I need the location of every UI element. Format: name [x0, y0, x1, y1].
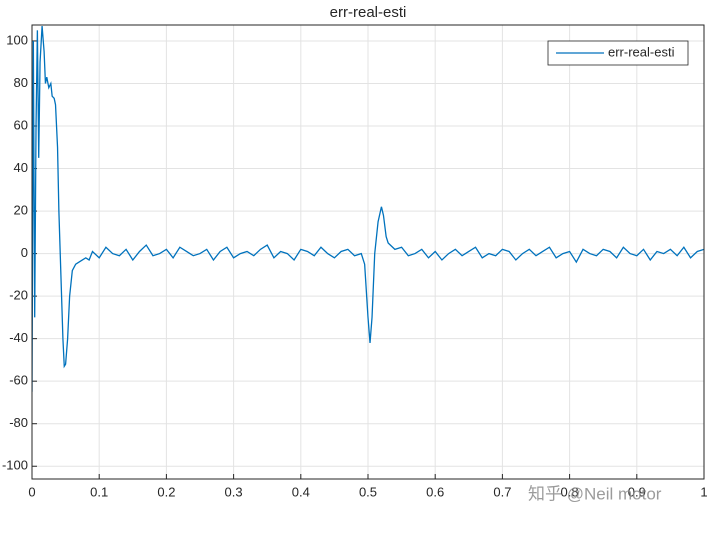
- y-tick-label: 60: [14, 117, 28, 132]
- y-tick-label: 100: [6, 32, 28, 47]
- y-tick-label: -40: [9, 330, 28, 345]
- x-tick-label: 0.2: [157, 484, 175, 499]
- x-tick-label: 0.3: [225, 484, 243, 499]
- x-tick-label: 0.6: [426, 484, 444, 499]
- y-tick-label: 0: [21, 245, 28, 260]
- y-tick-label: 40: [14, 160, 28, 175]
- x-tick-label: 0.8: [561, 484, 579, 499]
- y-tick-label: -80: [9, 415, 28, 430]
- x-tick-label: 0.5: [359, 484, 377, 499]
- plot-frame: [31, 24, 705, 480]
- x-tick-label: 0.9: [628, 484, 646, 499]
- y-tick-label: -60: [9, 373, 28, 388]
- x-tick-label: 0.4: [292, 484, 310, 499]
- watermark: 知乎 @Neil motor: [528, 484, 662, 503]
- legend-label: err-real-esti: [608, 44, 675, 59]
- x-tick-label: 0.7: [493, 484, 511, 499]
- line-series: [32, 26, 704, 392]
- chart-title: err-real-esti: [330, 4, 407, 21]
- x-tick-label: 0.1: [90, 484, 108, 499]
- y-tick-label: -100: [2, 458, 28, 473]
- y-tick-label: -20: [9, 288, 28, 303]
- y-tick-label: 80: [14, 75, 28, 90]
- x-tick-label: 1: [700, 484, 707, 499]
- x-tick-label: 0: [28, 484, 35, 499]
- y-tick-label: 20: [14, 203, 28, 218]
